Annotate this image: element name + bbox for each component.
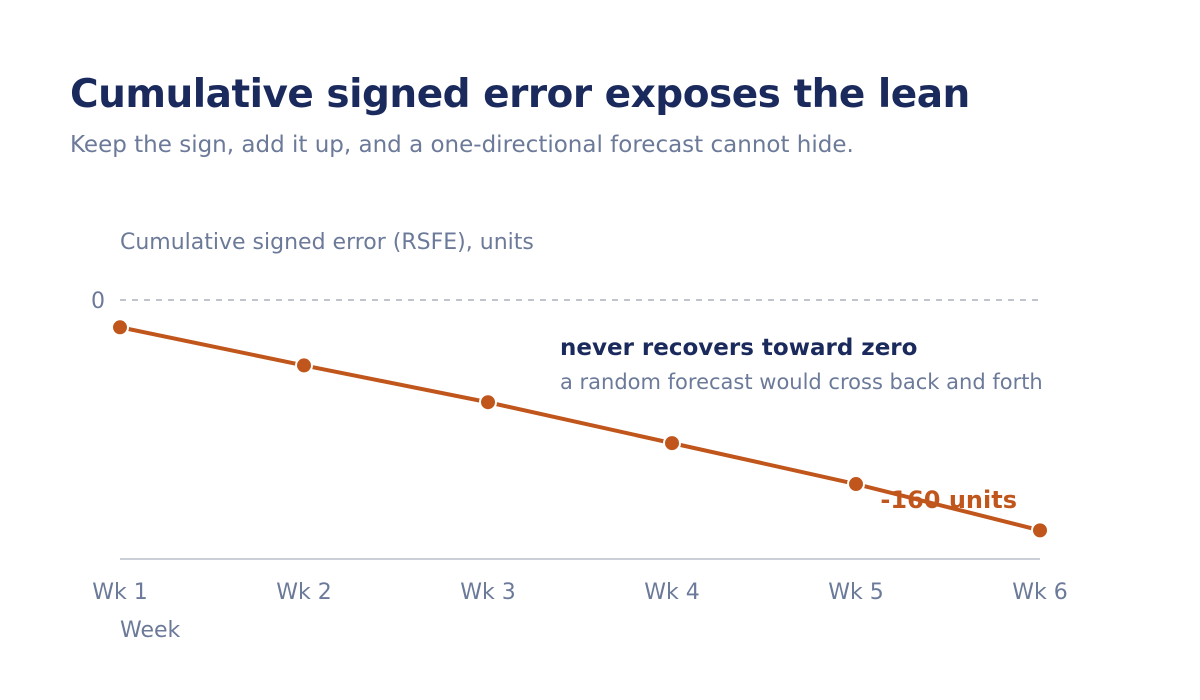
y-axis-label: Cumulative signed error (RSFE), units xyxy=(120,230,534,255)
x-tick-label: Wk 3 xyxy=(460,580,515,605)
data-point xyxy=(1031,521,1049,540)
x-tick-label: Wk 6 xyxy=(1012,580,1067,605)
chart-title: Cumulative signed error exposes the lean xyxy=(70,72,970,117)
x-tick-labels: Wk 1 Wk 2 Wk 3 Wk 4 Wk 5 Wk 6 xyxy=(92,580,1067,605)
series-layer xyxy=(111,318,1049,540)
data-point xyxy=(847,475,865,494)
x-axis-label: Week xyxy=(120,618,181,643)
series-line xyxy=(118,325,1042,533)
end-value-label: -160 units xyxy=(880,486,1017,514)
data-point xyxy=(111,318,129,337)
annotation-sub: a random forecast would cross back and f… xyxy=(560,370,1043,394)
x-tick-label: Wk 1 xyxy=(92,580,147,605)
data-point xyxy=(479,393,497,412)
data-point xyxy=(295,356,313,375)
x-tick-label: Wk 5 xyxy=(828,580,883,605)
annotation-bold: never recovers toward zero xyxy=(560,335,917,361)
y-tick-label: 0 xyxy=(91,289,105,314)
data-point xyxy=(663,434,681,453)
x-tick-label: Wk 2 xyxy=(276,580,331,605)
reference-layer: 0 xyxy=(91,289,1040,314)
chart-subtitle: Keep the sign, add it up, and a one-dire… xyxy=(70,132,854,158)
x-tick-label: Wk 4 xyxy=(644,580,699,605)
